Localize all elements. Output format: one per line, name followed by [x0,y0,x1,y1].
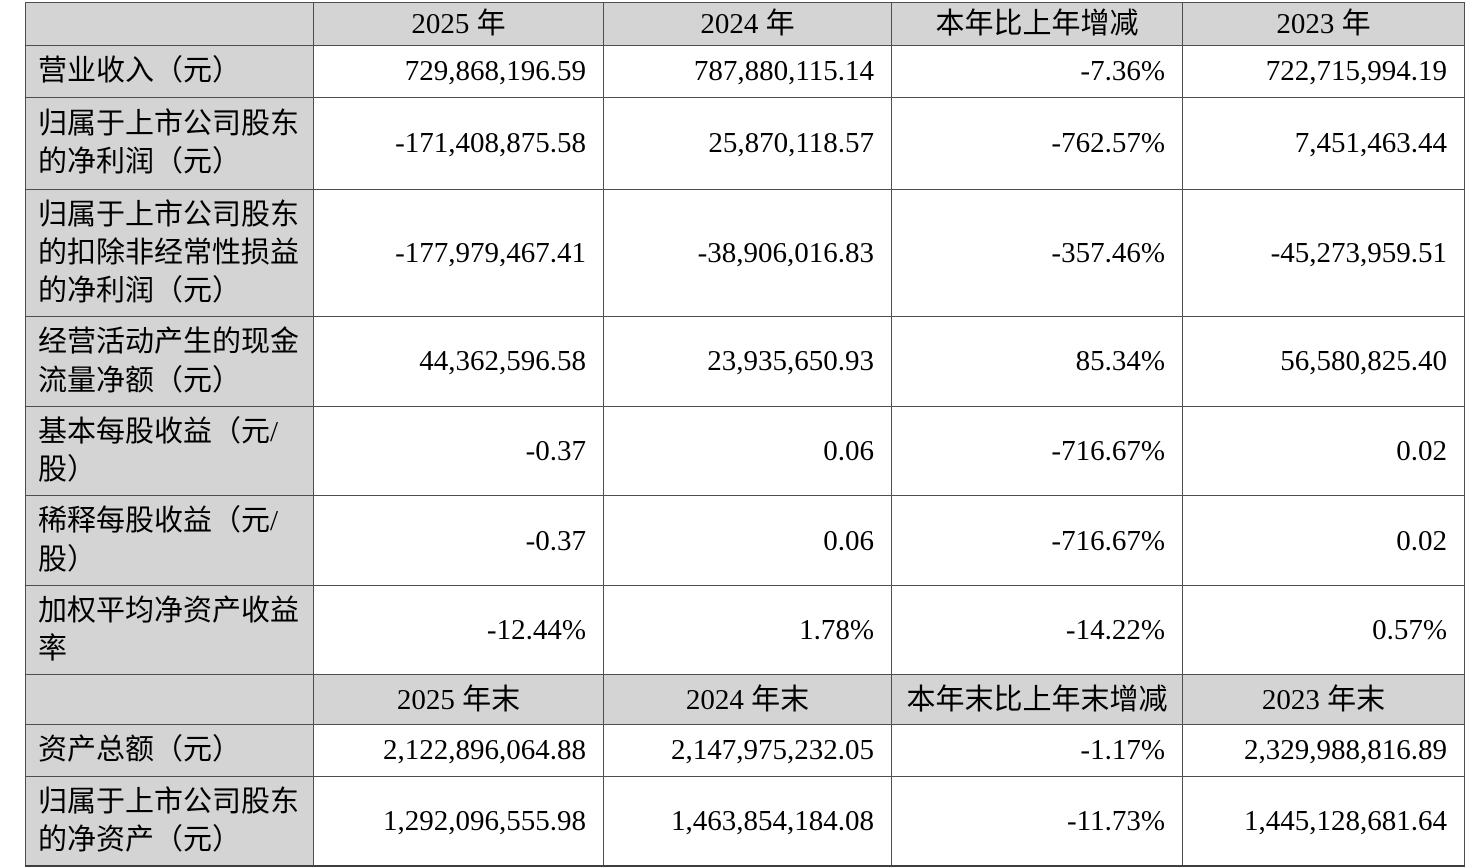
table-row-net-profit: 归属于上市公司股东的净利润（元） -171,408,875.58 25,870,… [25,96,1465,190]
column-header-2025: 2025 年 [313,1,604,47]
cell-value-2024: 2,147,975,232.05 [603,724,892,777]
cell-value-2024: 0.06 [603,495,892,586]
row-label: 资产总额（元） [25,724,314,777]
cell-value-2024: 25,870,118.57 [603,96,892,190]
cell-value-2023: 722,715,994.19 [1182,45,1465,98]
cell-value-2025: 44,362,596.58 [313,316,604,407]
cell-value-2025: -0.37 [313,405,604,497]
cell-value-2025: -177,979,467.41 [313,188,604,318]
corner-empty-cell [25,674,314,726]
cell-value-change: 85.34% [891,316,1183,407]
cell-value-2024: 1.78% [603,584,892,676]
header-row-year-end: 2025 年末 2024 年末 本年末比上年末增减 2023 年末 [25,674,1465,726]
table-row-weighted-avg-roe: 加权平均净资产收益率 -12.44% 1.78% -14.22% 0.57% [25,584,1465,676]
cell-value-2024: 1,463,854,184.08 [603,775,892,867]
cell-value-2023: 0.57% [1182,584,1465,676]
cell-value-2025: -12.44% [313,584,604,676]
table-row-total-assets: 资产总额（元） 2,122,896,064.88 2,147,975,232.0… [25,724,1465,777]
header-row-annual: 2025 年 2024 年 本年比上年增减 2023 年 [25,1,1465,47]
row-label: 基本每股收益（元/股） [25,405,314,497]
cell-value-2023: 56,580,825.40 [1182,316,1465,407]
table-row-net-assets: 归属于上市公司股东的净资产（元） 1,292,096,555.98 1,463,… [25,775,1465,867]
cell-value-change: -716.67% [891,495,1183,586]
row-label: 归属于上市公司股东的净利润（元） [25,96,314,190]
column-header-2024: 2024 年 [603,1,892,47]
financial-summary-table: 2025 年 2024 年 本年比上年增减 2023 年 营业收入（元） 729… [25,1,1465,867]
cell-value-change: -14.22% [891,584,1183,676]
corner-empty-cell [25,1,314,47]
cell-value-change: -716.67% [891,405,1183,497]
cell-value-2025: -0.37 [313,495,604,586]
financial-summary: 2025 年 2024 年 本年比上年增减 2023 年 营业收入（元） 729… [25,1,1465,867]
cell-value-2024: 787,880,115.14 [603,45,892,98]
cell-value-2025: 729,868,196.59 [313,45,604,98]
row-label: 稀释每股收益（元/股） [25,495,314,586]
row-label: 归属于上市公司股东的扣除非经常性损益的净利润（元） [25,188,314,318]
table-row-basic-eps: 基本每股收益（元/股） -0.37 0.06 -716.67% 0.02 [25,405,1465,497]
cell-value-2025: -171,408,875.58 [313,96,604,190]
row-label: 加权平均净资产收益率 [25,584,314,676]
column-header-year-end-change: 本年末比上年末增减 [891,674,1183,726]
cell-value-2023: 0.02 [1182,495,1465,586]
cell-value-2025: 2,122,896,064.88 [313,724,604,777]
cell-value-2023: 0.02 [1182,405,1465,497]
cell-value-change: -357.46% [891,188,1183,318]
column-header-2023-end: 2023 年末 [1182,674,1465,726]
cell-value-2023: 7,451,463.44 [1182,96,1465,190]
cell-value-2023: 2,329,988,816.89 [1182,724,1465,777]
row-label: 经营活动产生的现金流量净额（元） [25,316,314,407]
cell-value-2024: 0.06 [603,405,892,497]
cell-value-2024: -38,906,016.83 [603,188,892,318]
column-header-yoy-change: 本年比上年增减 [891,1,1183,47]
column-header-2024-end: 2024 年末 [603,674,892,726]
cell-value-change: -1.17% [891,724,1183,777]
cell-value-change: -7.36% [891,45,1183,98]
column-header-2025-end: 2025 年末 [313,674,604,726]
table-row-operating-cash-flow: 经营活动产生的现金流量净额（元） 44,362,596.58 23,935,65… [25,316,1465,407]
cell-value-2024: 23,935,650.93 [603,316,892,407]
table-row-net-profit-excl-nonrecurring: 归属于上市公司股东的扣除非经常性损益的净利润（元） -177,979,467.4… [25,188,1465,318]
cell-value-change: -11.73% [891,775,1183,867]
row-label: 营业收入（元） [25,45,314,98]
column-header-2023: 2023 年 [1182,1,1465,47]
row-label: 归属于上市公司股东的净资产（元） [25,775,314,867]
table-row-revenue: 营业收入（元） 729,868,196.59 787,880,115.14 -7… [25,45,1465,98]
table-row-diluted-eps: 稀释每股收益（元/股） -0.37 0.06 -716.67% 0.02 [25,495,1465,586]
cell-value-2023: -45,273,959.51 [1182,188,1465,318]
cell-value-2023: 1,445,128,681.64 [1182,775,1465,867]
cell-value-2025: 1,292,096,555.98 [313,775,604,867]
cell-value-change: -762.57% [891,96,1183,190]
